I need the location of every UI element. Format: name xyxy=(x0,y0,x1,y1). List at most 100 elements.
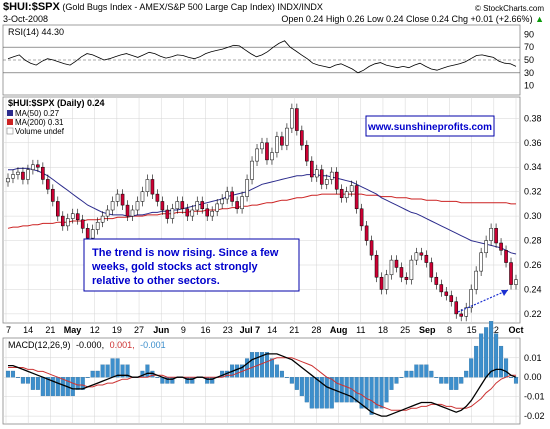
candle-14 xyxy=(75,208,80,225)
candle-43 xyxy=(220,194,224,209)
macd-hist-bar-10 xyxy=(55,377,60,397)
macd-hist-bar-2 xyxy=(15,377,21,378)
rsi-tick-label-3: 70 xyxy=(524,42,534,52)
macd-hist-bar-78 xyxy=(394,377,399,384)
x-tick-label-13: 21 xyxy=(289,325,299,335)
candle-50 xyxy=(255,144,259,166)
macd-hist-bar-93 xyxy=(469,358,474,378)
candle-body-44 xyxy=(225,191,229,200)
candle-39 xyxy=(200,196,205,214)
rsi-line xyxy=(7,40,517,74)
macd-ticks: -0.02 -0.01 0.00 0.01 xyxy=(524,353,545,421)
macd-tick-label-3: 0.01 xyxy=(524,353,542,363)
candle-26 xyxy=(135,196,140,215)
x-tick-label-8: 9 xyxy=(181,325,186,335)
candle-0 xyxy=(6,173,10,187)
candle-body-84 xyxy=(424,254,429,263)
macd-hist-bar-68 xyxy=(344,377,349,403)
macd-hist-bar-28 xyxy=(145,364,150,378)
macd-hist-bar-82 xyxy=(414,364,419,378)
rsi-tick-label-1: 30 xyxy=(524,68,534,78)
macd-hist-bar-5 xyxy=(30,377,35,390)
rsi-tick-label-2: 50 xyxy=(524,55,534,65)
macd-hist-bar-92 xyxy=(464,370,469,378)
candle-body-0 xyxy=(6,177,10,183)
candle-body-71 xyxy=(359,208,364,227)
candle-74 xyxy=(374,250,379,283)
candle-body-62 xyxy=(314,169,319,178)
candle-body-83 xyxy=(419,252,424,256)
candle-52 xyxy=(265,137,269,165)
x-tick-label-10: 23 xyxy=(223,325,233,335)
candle-body-39 xyxy=(200,201,205,210)
candle-body-78 xyxy=(394,259,399,268)
candlesticks xyxy=(6,103,518,322)
ma200-line xyxy=(7,193,516,229)
macd-hist-bar-96 xyxy=(484,327,489,378)
macd-label-value: -0.000, xyxy=(76,340,104,350)
candle-89 xyxy=(449,290,454,307)
macd-hist-bar-65 xyxy=(329,377,334,409)
price-tick-label-1: 0.24 xyxy=(524,284,542,294)
candle-body-75 xyxy=(379,276,384,290)
candle-body-33 xyxy=(170,208,175,219)
candle-body-74 xyxy=(374,254,379,278)
candle-2 xyxy=(16,167,20,180)
price-tick-label-7: 0.36 xyxy=(524,138,542,148)
candle-body-20 xyxy=(105,209,110,217)
candle-body-101 xyxy=(509,262,513,285)
candle-84 xyxy=(424,250,429,268)
x-tick-label-7: Jun xyxy=(153,325,169,335)
candle-101 xyxy=(509,257,513,290)
candle-67 xyxy=(339,184,344,203)
candle-body-38 xyxy=(195,201,200,211)
macd-hist-bar-88 xyxy=(444,377,449,384)
candle-85 xyxy=(429,257,434,283)
price-tick-label-4: 0.30 xyxy=(524,211,542,221)
x-tick-label-23: Oct xyxy=(508,325,523,335)
macd-hist-bar-55 xyxy=(279,370,284,378)
macd-hist-bar-52 xyxy=(264,352,270,378)
macd-label: MACD(12,26,9) -0.000, 0.001, -0.001 xyxy=(8,340,166,350)
candle-body-14 xyxy=(75,213,80,221)
macd-hist-bar-63 xyxy=(319,377,324,409)
candle-23 xyxy=(120,189,125,210)
candle-44 xyxy=(225,186,229,204)
candle-body-55 xyxy=(280,136,284,146)
candle-body-63 xyxy=(319,169,324,185)
macd-hist-bar-0 xyxy=(5,370,11,378)
candle-body-67 xyxy=(339,188,344,199)
candle-body-9 xyxy=(51,188,55,202)
candle-46 xyxy=(235,196,239,214)
macd-hist-bar-101 xyxy=(508,377,514,378)
candle-body-18 xyxy=(95,221,100,230)
candle-68 xyxy=(344,186,349,203)
ma50-legend-swatch xyxy=(7,110,13,116)
candle-11 xyxy=(60,211,65,231)
macd-tick-label-1: -0.01 xyxy=(524,392,545,402)
macd-hist-bar-95 xyxy=(479,333,484,378)
macd-hist-bar-64 xyxy=(324,377,329,409)
candle-body-72 xyxy=(364,225,369,241)
note-text: The trend is now rising. Since a few week… xyxy=(91,247,279,287)
candle-body-88 xyxy=(444,291,449,296)
candle-body-3 xyxy=(21,171,25,180)
macd-hist-bar-74 xyxy=(374,377,379,409)
candle-body-52 xyxy=(265,142,269,161)
macd-hist-bar-90 xyxy=(454,377,459,390)
candle-body-28 xyxy=(145,179,150,192)
candle-body-90 xyxy=(454,301,459,315)
candle-57 xyxy=(290,103,294,133)
macd-hist-bar-4 xyxy=(25,377,30,384)
chart-symbol: $HUI:$SPX xyxy=(3,1,60,13)
candle-body-76 xyxy=(384,274,389,290)
candle-22 xyxy=(115,189,120,207)
candle-body-23 xyxy=(120,193,125,206)
candle-98 xyxy=(494,223,498,248)
macd-hist-bar-9 xyxy=(50,377,55,397)
price-tick-label-6: 0.34 xyxy=(524,162,542,172)
candle-body-102 xyxy=(514,279,518,285)
macd-hist-bar-84 xyxy=(424,364,429,378)
candle-72 xyxy=(364,221,369,246)
